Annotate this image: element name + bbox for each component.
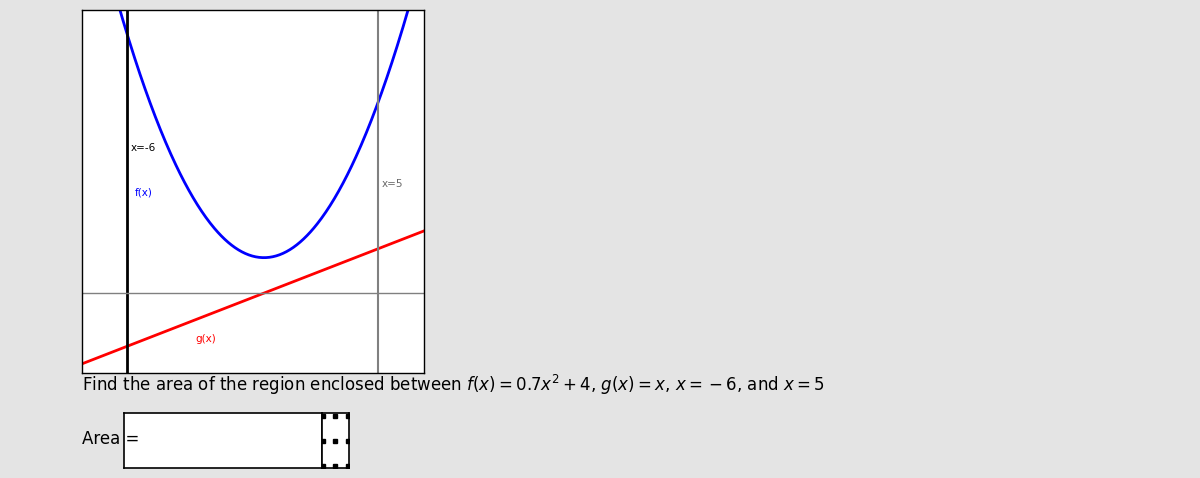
Text: g(x): g(x) [196,334,216,344]
Text: x=-6: x=-6 [131,143,156,153]
Text: Area =: Area = [82,430,139,448]
Text: f(x): f(x) [136,188,154,197]
Text: Find the area of the region enclosed between $f(x) = 0.7x^2 + 4$, $g(x) = x$, $x: Find the area of the region enclosed bet… [82,373,824,397]
Text: x=5: x=5 [382,179,403,189]
